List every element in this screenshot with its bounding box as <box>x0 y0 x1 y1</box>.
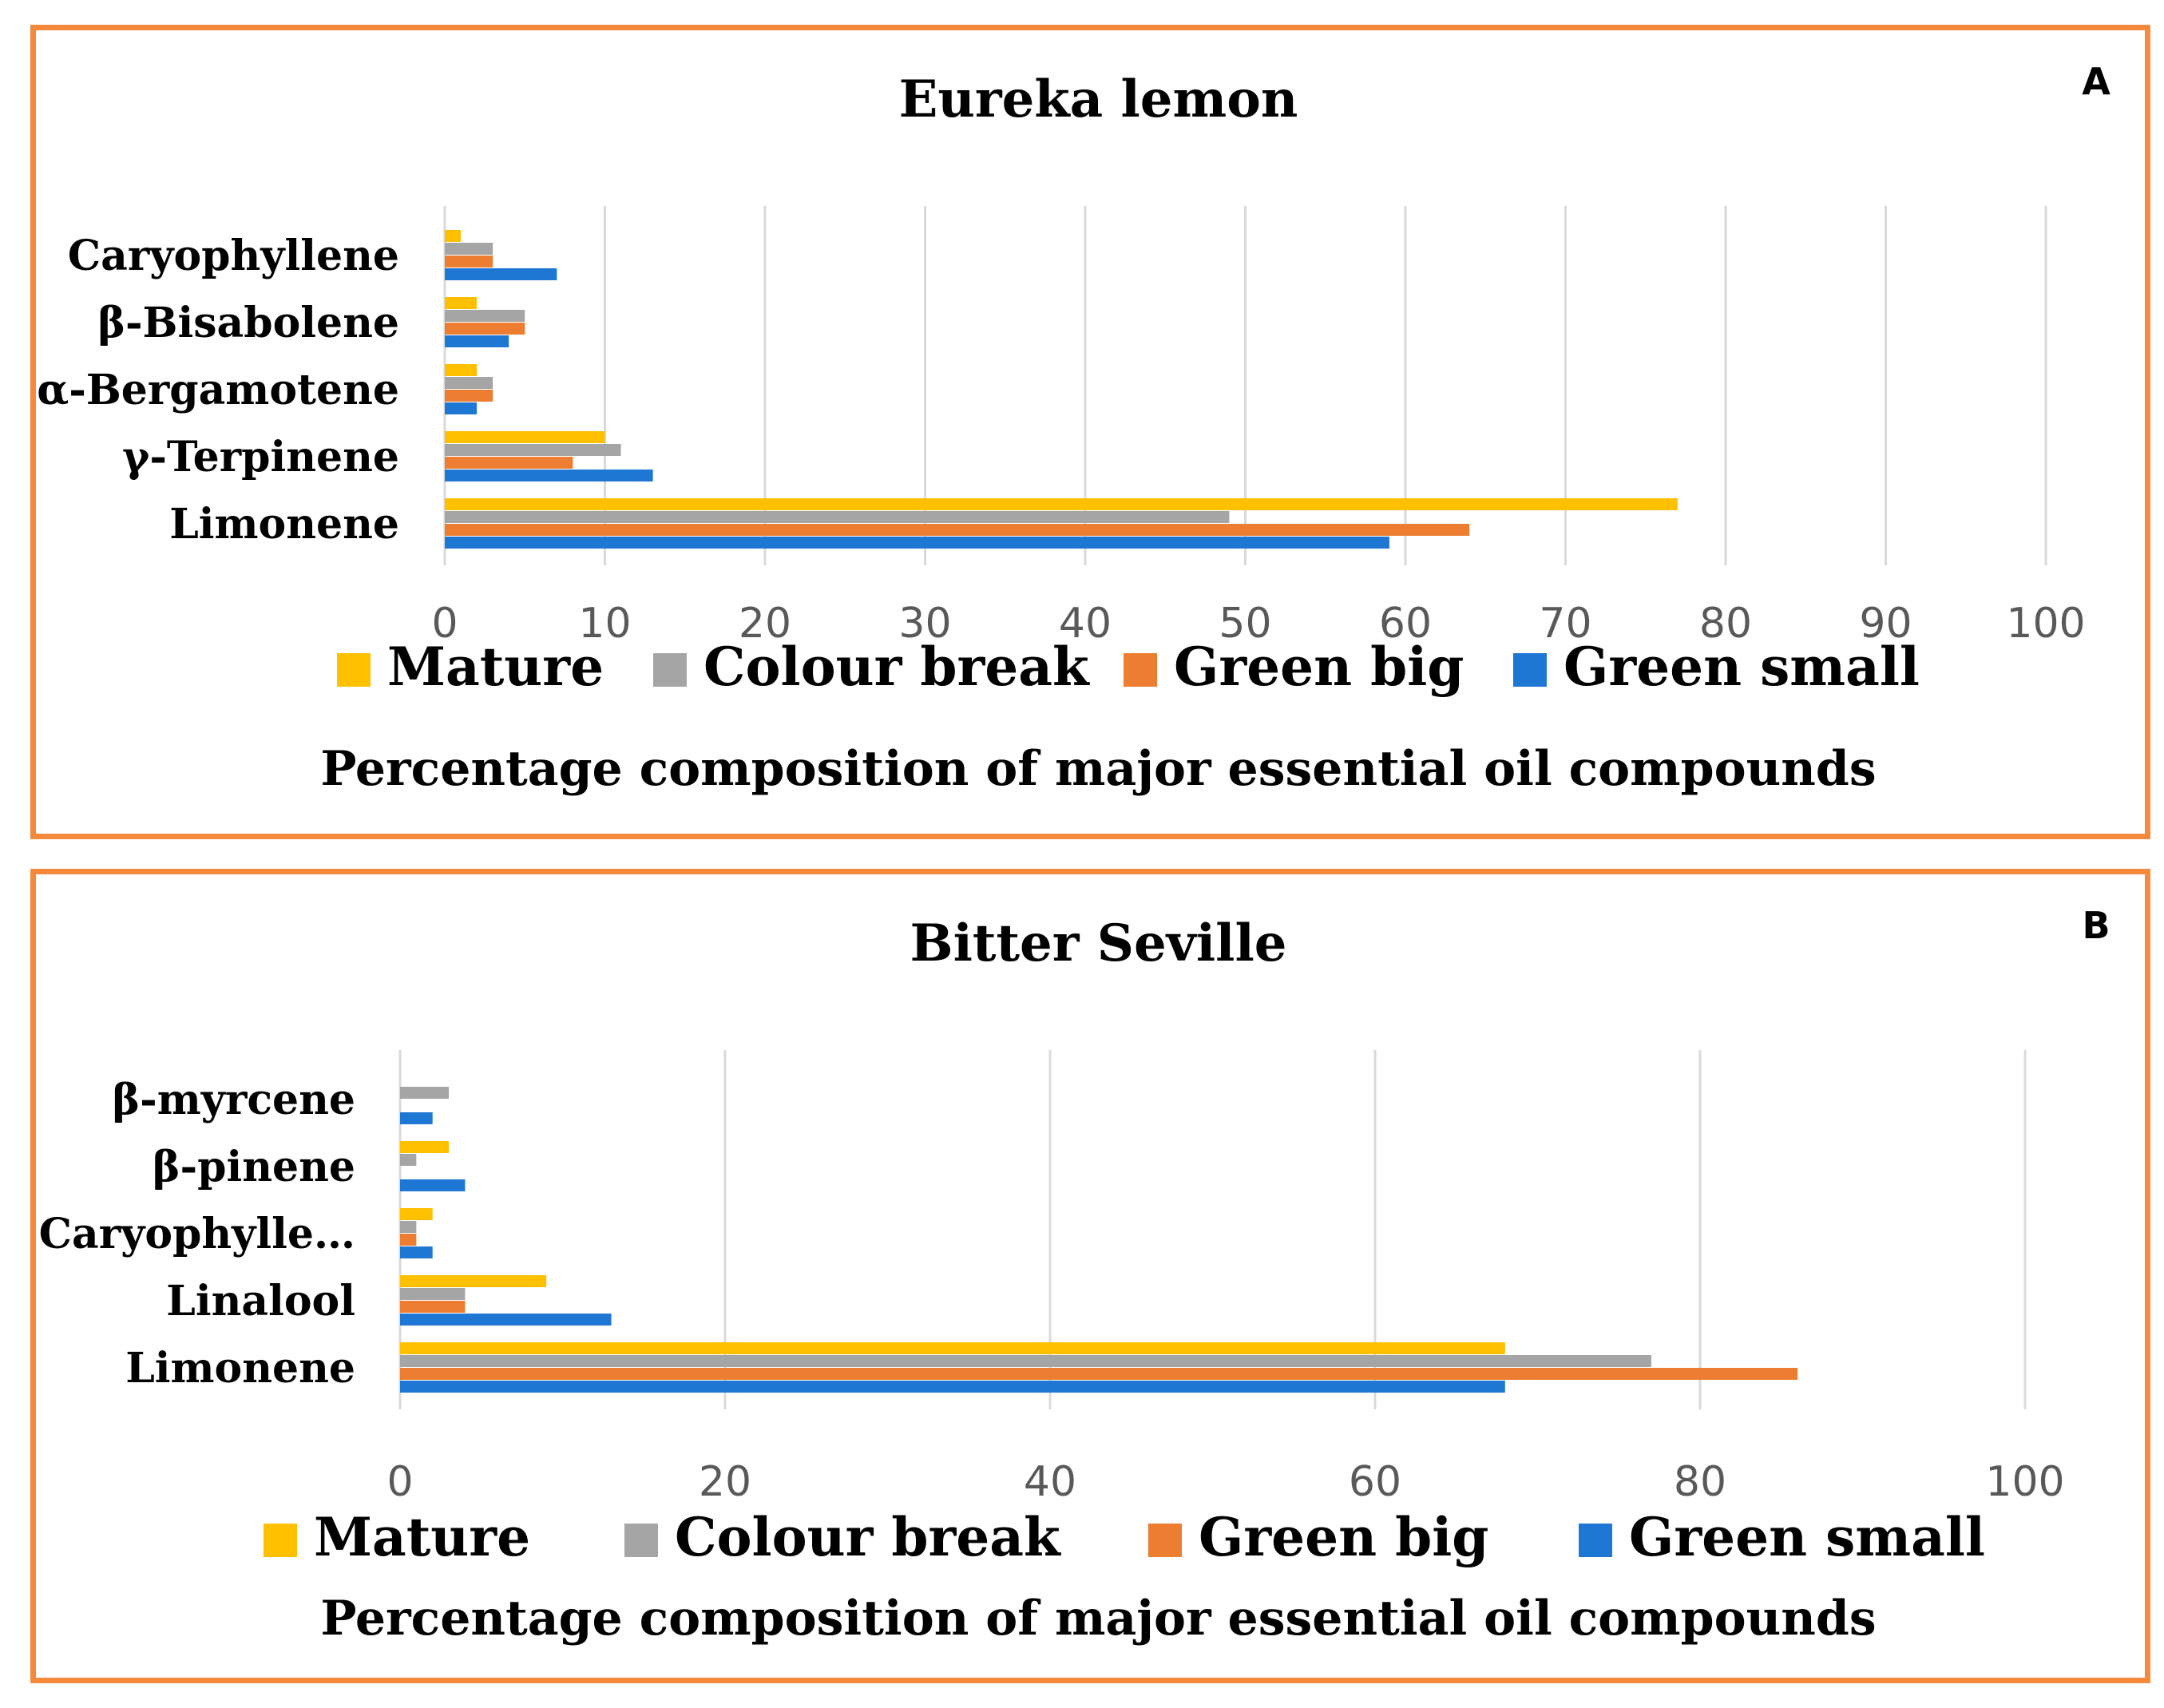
chart-a-legend-label: Colour break <box>703 636 1090 698</box>
chart-a-x-tick-label: 30 <box>898 600 951 648</box>
chart-b-bar <box>400 1342 1505 1354</box>
chart-a-x-tick-label: 0 <box>431 600 458 648</box>
chart-a-category-label: Caryophyllene <box>68 232 399 280</box>
chart-b-x-tick-label: 60 <box>1349 1458 1401 1506</box>
chart-a-legend-swatch <box>1513 653 1547 687</box>
chart-a-x-axis-label: Percentage composition of major essentia… <box>320 741 1876 797</box>
chart-a-bar <box>445 230 462 242</box>
chart-b-bar <box>400 1301 466 1313</box>
chart-a-bar <box>445 444 621 456</box>
chart-b-bar <box>400 1179 466 1191</box>
chart-a-bar <box>445 364 478 376</box>
chart-b-legend-label: Colour break <box>675 1506 1061 1568</box>
chart-b-bar <box>400 1208 433 1220</box>
chart-panel-b: Bitter Seville B 0 20 40 60 80 100 Limonene Linal… <box>30 869 2150 1683</box>
chart-b-bar <box>400 1112 433 1124</box>
chart-b-x-tick-label: 0 <box>386 1458 413 1506</box>
chart-a-x-tick-label: 10 <box>578 600 631 648</box>
chart-a-bar <box>445 431 605 443</box>
chart-b-bar <box>400 1368 1798 1380</box>
chart-a-bar <box>445 297 478 309</box>
chart-a-category-label: γ-Terpinene <box>122 433 399 481</box>
chart-b-category-label: β-myrcene <box>113 1076 355 1124</box>
chart-b-x-tick-label: 100 <box>1985 1458 2064 1506</box>
chart-b-bar <box>400 1275 547 1287</box>
chart-a-legend-swatch <box>653 653 687 687</box>
chart-b-svg: Bitter Seville B 0 20 40 60 80 100 Limonene Linal… <box>39 904 2110 1647</box>
chart-b-bar <box>400 1087 450 1099</box>
chart-a-legend-swatch <box>337 653 371 687</box>
chart-a-category-label: β-Bisabolene <box>97 299 399 347</box>
chart-a-x-tick-label: 60 <box>1379 600 1432 648</box>
chart-a-bar <box>445 390 493 402</box>
chart-a-panel-letter: A <box>2082 60 2110 103</box>
chart-a-x-tick-label: 20 <box>739 600 791 648</box>
chart-a-bar <box>445 310 525 322</box>
chart-a-legend-swatch <box>1124 653 1157 687</box>
chart-b-bar <box>400 1141 450 1153</box>
chart-b-category-label: β-pinene <box>153 1143 355 1191</box>
chart-b-legend-label: Green big <box>1199 1506 1488 1568</box>
chart-a-x-tick-label: 70 <box>1539 600 1591 648</box>
chart-b-title: Bitter Seville <box>910 913 1286 973</box>
chart-b-bar <box>400 1355 1651 1367</box>
chart-b-category-label: Linalool <box>166 1277 355 1326</box>
chart-a-legend-label: Green big <box>1174 636 1464 698</box>
chart-a-bar <box>445 457 573 469</box>
chart-b-bar <box>400 1288 466 1300</box>
chart-b-legend-swatch <box>1579 1524 1612 1557</box>
chart-b-bar <box>400 1381 1505 1393</box>
chart-b-bar <box>400 1154 417 1166</box>
chart-a-legend-label: Green small <box>1564 636 1920 698</box>
chart-a-title: Eureka lemon <box>899 69 1298 129</box>
chart-panel-a: Eureka lemon A 0 10 20 30 40 50 60 70 80 90 100 Limon… <box>30 25 2150 839</box>
chart-a-bar <box>445 256 493 267</box>
chart-b-legend-label: Mature <box>314 1506 530 1568</box>
chart-a-bar <box>445 377 493 389</box>
chart-a-x-tick-label: 50 <box>1219 600 1271 648</box>
chart-a-bar <box>445 537 1389 549</box>
chart-b-legend-label: Green small <box>1629 1506 1985 1568</box>
chart-b-x-tick-label: 80 <box>1674 1458 1726 1506</box>
chart-b-bar <box>400 1246 433 1258</box>
chart-a-svg: Eureka lemon A 0 10 20 30 40 50 60 70 80 90 100 Limon… <box>37 60 2110 797</box>
chart-a-bar <box>445 511 1230 523</box>
chart-a-legend-label: Mature <box>387 636 604 698</box>
chart-a-category-label: α-Bergamotene <box>37 366 399 414</box>
chart-a-x-tick-label: 80 <box>1699 600 1752 648</box>
chart-b-bar <box>400 1314 612 1326</box>
chart-a-bar <box>445 335 509 347</box>
chart-b-category-label: Caryophylle… <box>39 1210 355 1258</box>
chart-a-bar <box>445 268 557 280</box>
chart-b-legend-swatch <box>1148 1524 1182 1557</box>
chart-b-x-tick-label: 20 <box>699 1458 751 1506</box>
chart-a-category-label: Limonene <box>169 500 399 549</box>
chart-a-bar <box>445 524 1470 536</box>
chart-a-x-tick-label: 40 <box>1059 600 1112 648</box>
chart-b-bar <box>400 1221 417 1233</box>
chart-b-x-tick-label: 40 <box>1024 1458 1076 1506</box>
chart-b-panel-letter: B <box>2082 904 2110 947</box>
chart-b-bar <box>400 1234 417 1246</box>
chart-a-bar <box>445 323 525 335</box>
chart-a-x-tick-label: 100 <box>2006 600 2085 648</box>
chart-a-bar <box>445 498 1678 510</box>
chart-a-x-tick-label: 90 <box>1859 600 1912 648</box>
chart-b-category-label: Limonene <box>125 1344 355 1393</box>
chart-b-x-axis-label: Percentage composition of major essentia… <box>320 1591 1876 1647</box>
chart-b-legend-swatch <box>264 1524 297 1557</box>
chart-a-bar <box>445 243 493 255</box>
chart-b-legend-swatch <box>624 1524 658 1557</box>
chart-a-bar <box>445 470 653 481</box>
chart-a-bar <box>445 402 478 414</box>
